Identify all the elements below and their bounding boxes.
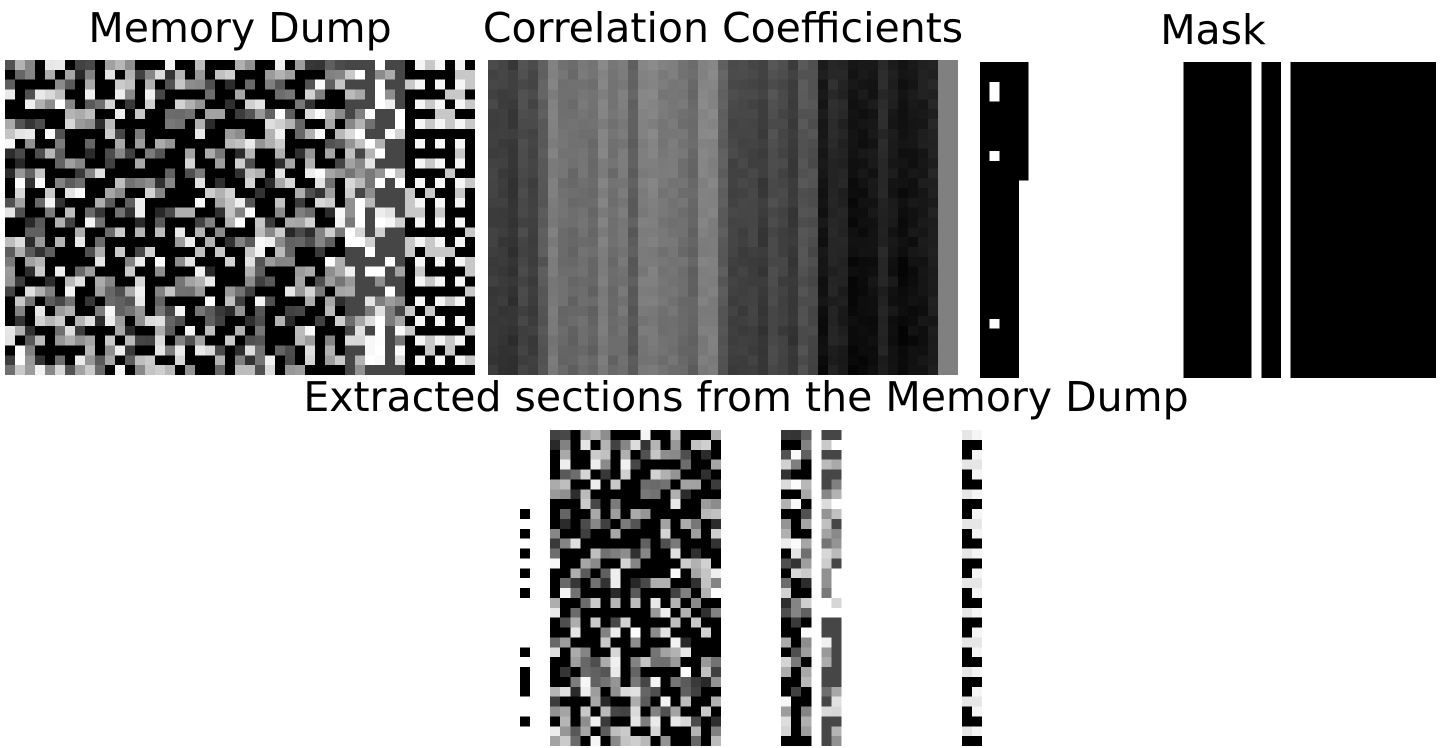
memory-dump-title: Memory Dump [88,4,392,52]
mask-image [980,62,1436,378]
mask-title: Mask [1160,6,1266,54]
correlation-coefficients-image [488,60,958,375]
extracted-sections-title: Extracted sections from the Memory Dump [303,373,1189,421]
correlation-coefficients-title: Correlation Coefficients [482,4,964,52]
memory-dump-image [5,60,475,375]
extracted-sections-image [510,430,982,746]
